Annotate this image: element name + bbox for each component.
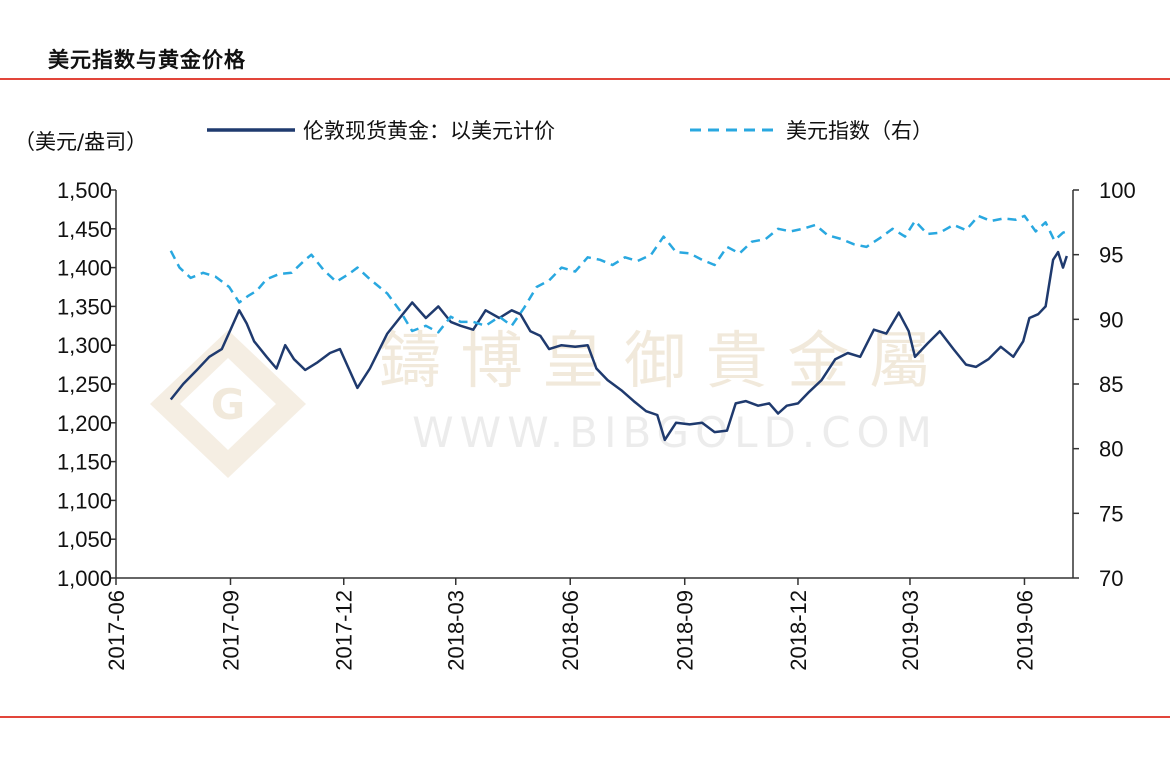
series-layer [169,214,1068,442]
watermark-logo-inner [180,358,276,450]
axes: 1,000 1,050 1,100 1,150 1,200 1,250 1,300 1,350… [57,178,1136,671]
watermark: G 鑄 博 皇 御 貴 金 屬 WWW.BIBGOLD.COM [150,324,938,478]
chart-title: 美元指数与黄金价格 [48,48,246,72]
x-tick-label: 2017-12 [332,590,357,671]
left-tick-label: 1,500 [57,178,112,203]
right-tick-label: 90 [1099,307,1123,332]
watermark-logo-letter: G [211,380,245,429]
right-tick-label: 80 [1099,437,1123,462]
left-tick-label: 1,000 [57,566,112,591]
watermark-latin: WWW.BIBGOLD.COM [412,408,938,457]
left-tick-label: 1,150 [57,450,112,475]
x-tick-label: 2018-09 [673,590,698,671]
x-tick-label: 2019-03 [898,590,923,671]
left-tick-label: 1,400 [57,256,112,281]
series-line-dollar-index [169,214,1068,334]
legend-gold-label: 伦敦现货黄金：以美元计价 [303,119,555,143]
left-tick-label: 1,350 [57,294,112,319]
left-tick-label: 1,450 [57,217,112,242]
left-tick-label: 1,300 [57,333,112,358]
left-tick-label: 1,200 [57,411,112,436]
top-rule [0,78,1170,80]
bottom-rule [0,716,1170,718]
x-tick-label: 2018-12 [786,590,811,671]
x-tick-label: 2017-06 [104,590,129,671]
x-tick-label: 2019-06 [1012,590,1037,671]
series-line-gold [169,250,1068,442]
watermark-chinese: 鑄 博 皇 御 貴 金 屬 [379,324,931,397]
left-axis-unit: （美元/盎司） [14,130,147,154]
right-tick-label: 70 [1099,566,1123,591]
legend-dxy-label: 美元指数（右） [786,119,933,143]
x-tick-label: 2018-06 [558,590,583,671]
x-tick-label: 2017-09 [218,590,243,671]
right-tick-label: 100 [1099,178,1136,203]
right-tick-label: 85 [1099,372,1123,397]
right-tick-label: 75 [1099,501,1123,526]
x-tick-label: 2018-03 [444,590,469,671]
left-tick-label: 1,100 [57,488,112,513]
left-tick-label: 1,250 [57,372,112,397]
watermark-logo-diamond [150,330,306,478]
left-tick-label: 1,050 [57,527,112,552]
right-tick-label: 95 [1099,243,1123,268]
legend: 伦敦现货黄金：以美元计价 美元指数（右） [207,119,933,143]
